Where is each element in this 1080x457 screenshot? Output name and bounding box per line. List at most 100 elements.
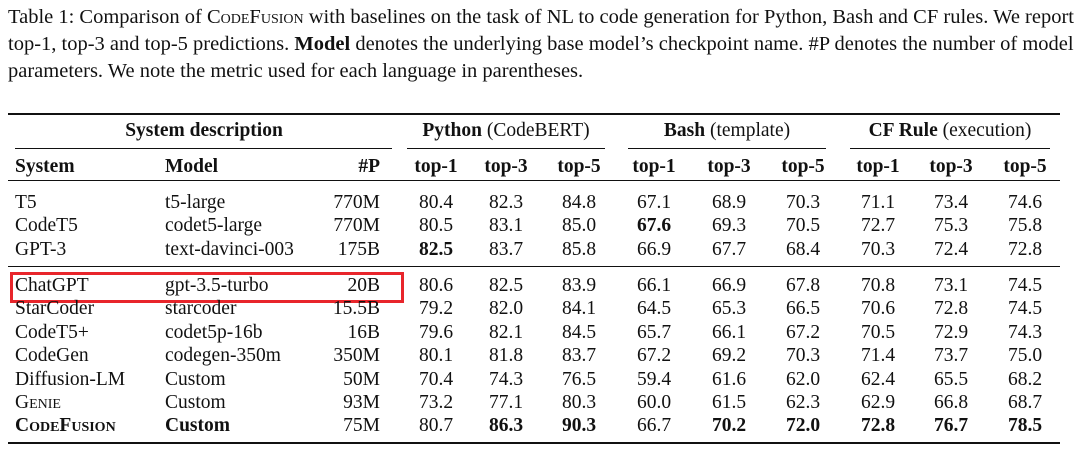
- table-cell: 74.6: [1007, 192, 1043, 213]
- table-cell: 80.5: [418, 215, 454, 237]
- column-header: top-1: [856, 156, 900, 177]
- group-name: Python: [422, 120, 482, 141]
- column-header: top-1: [632, 156, 676, 177]
- caption-text: denotes the underlying base model’s chec…: [8, 33, 1074, 82]
- table-cell: 75.8: [1007, 215, 1043, 237]
- table-cell: 73.4: [933, 192, 969, 213]
- table-cell: GPT-3: [15, 238, 67, 260]
- table-cell: 64.5: [636, 298, 672, 320]
- group-rule: [15, 148, 392, 149]
- table-cell: 73.7: [933, 345, 969, 367]
- table-cell: 67.2: [785, 321, 821, 343]
- caption-text: with baselines on the task of NL to code…: [8, 6, 1074, 55]
- table-cell: 72.7: [860, 215, 896, 237]
- group-metric: (template): [709, 120, 791, 141]
- table-cell: 62.0: [785, 368, 821, 390]
- table-cell: 72.8: [1007, 238, 1043, 260]
- table-cell: 66.9: [636, 238, 672, 260]
- table-cell: 61.6: [711, 368, 747, 390]
- table-cell: codet5-large: [165, 215, 263, 237]
- table-cell: 78.5: [1007, 415, 1043, 437]
- table-cell: 70.4: [418, 368, 454, 390]
- table-cell: 67.1: [636, 192, 672, 213]
- table-cell: T5: [15, 192, 37, 213]
- table-cell: Custom: [165, 392, 226, 413]
- table-cell: 82.3: [488, 192, 524, 213]
- caption-text: Model: [294, 33, 351, 55]
- table-cell: 67.7: [711, 238, 747, 260]
- table-cell: 67.2: [636, 345, 672, 367]
- table-cell: 93M: [343, 392, 380, 413]
- table-cell: codegen-350m: [165, 345, 281, 367]
- table-cell: 62.3: [785, 392, 821, 413]
- caption-text: Table 1: Comparison of: [8, 6, 207, 28]
- column-header: top-1: [414, 156, 458, 177]
- table-cell: 61.5: [711, 392, 747, 413]
- table-cell: 70.5: [860, 321, 896, 343]
- table-cell: 80.4: [418, 192, 454, 213]
- table-cell: 66.1: [711, 321, 747, 343]
- table-cell: 70.2: [711, 415, 747, 437]
- column-header: Model: [165, 156, 219, 177]
- table-cell: 70.3: [785, 192, 821, 213]
- table-cell: 72.8: [933, 298, 969, 320]
- table-cell: 770M: [333, 215, 380, 237]
- table-cell: Diffusion-LM: [15, 368, 126, 390]
- table-cell: 77.1: [488, 392, 524, 413]
- table-cell: 66.1: [636, 275, 672, 296]
- table-cell: 84.5: [561, 321, 597, 343]
- table-cell: 72.9: [933, 321, 969, 343]
- table-cell: 84.8: [561, 192, 597, 213]
- table-cell: 59.4: [636, 368, 672, 390]
- table-cell: 80.6: [418, 275, 454, 296]
- table-cell: 71.1: [860, 192, 896, 213]
- column-header: #P: [358, 156, 380, 177]
- column-header: top-5: [557, 156, 601, 177]
- table-cell: 73.1: [933, 275, 969, 296]
- table-cell: Custom: [165, 368, 226, 390]
- table-cell: CodeGen: [15, 345, 89, 367]
- table-cell: 65.5: [933, 368, 969, 390]
- table-cell: 770M: [333, 192, 380, 213]
- table-cell: 76.7: [933, 415, 969, 437]
- table-cell: 68.9: [711, 192, 747, 213]
- bottom-rule: [8, 442, 1060, 444]
- table-cell: 69.2: [711, 345, 747, 367]
- table-cell: 68.7: [1007, 392, 1043, 413]
- table-cell: 74.3: [488, 368, 524, 390]
- table-cell: 67.8: [785, 275, 821, 296]
- table-cell: CodeT5: [15, 215, 78, 237]
- caption-text: CodeFusion: [206, 6, 304, 28]
- group-rule: [407, 148, 605, 149]
- group-header: Bash (template): [577, 120, 877, 142]
- table-cell: 74.5: [1007, 298, 1043, 320]
- table-cell: 20B: [347, 275, 380, 296]
- table-cell: 82.5: [418, 238, 454, 260]
- table-cell: CodeFusion: [15, 415, 116, 437]
- table-cell: 66.8: [933, 392, 969, 413]
- table-cell: ChatGPT: [15, 275, 89, 296]
- table-cell: 72.0: [785, 415, 821, 437]
- table-cell: 175B: [337, 238, 380, 260]
- group-header: CF Rule (execution): [800, 120, 1080, 142]
- table-cell: 82.0: [488, 298, 524, 320]
- table-cell: 80.7: [418, 415, 454, 437]
- table-cell: 83.7: [488, 238, 524, 260]
- table-cell: 83.9: [561, 275, 597, 296]
- table-cell: 67.6: [636, 215, 672, 237]
- table-cell: 79.6: [418, 321, 454, 343]
- table-cell: 83.1: [488, 215, 524, 237]
- table-cell: codet5p-16b: [165, 321, 263, 343]
- group-header: System description: [54, 120, 354, 142]
- table-cell: 73.2: [418, 392, 454, 413]
- table-cell: 66.9: [711, 275, 747, 296]
- group-metric: (CodeBERT): [486, 120, 590, 141]
- column-header: top-3: [707, 156, 751, 177]
- table-cell: 66.7: [636, 415, 672, 437]
- table-cell: Custom: [165, 415, 231, 437]
- table-cell: 65.7: [636, 321, 672, 343]
- table-cell: StarCoder: [15, 298, 95, 320]
- table-cell: 80.3: [561, 392, 597, 413]
- table-cell: 69.3: [711, 215, 747, 237]
- table-cell: 82.5: [488, 275, 524, 296]
